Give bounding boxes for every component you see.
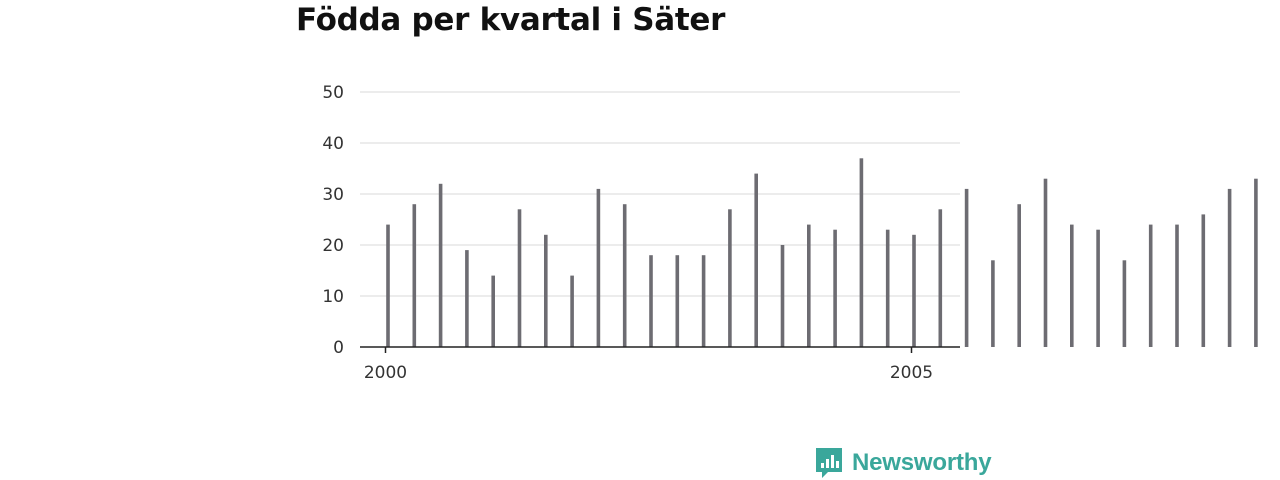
- bar: [412, 204, 417, 347]
- bar: [701, 255, 706, 347]
- y-tick-label: 10: [322, 287, 344, 307]
- x-tick-label: 2005: [890, 363, 933, 383]
- y-tick-label: 30: [322, 185, 344, 205]
- newsworthy-logo: Newsworthy: [814, 446, 992, 480]
- bar: [1096, 229, 1100, 347]
- bar: [833, 229, 837, 347]
- bar: [1122, 260, 1127, 347]
- bar: [386, 224, 390, 347]
- y-axis-ticks: 0 10 20 30 40 50: [322, 83, 344, 358]
- bar-series: [386, 158, 1258, 347]
- bar: [517, 209, 522, 347]
- bar: [465, 250, 469, 347]
- bar: [544, 234, 548, 347]
- bar: [938, 209, 943, 347]
- page-title: Födda per kvartal i Säter: [296, 2, 726, 38]
- bar: [1148, 224, 1153, 347]
- bar: [570, 275, 574, 347]
- y-tick-label: 50: [322, 83, 344, 103]
- grid-lines: [360, 91, 960, 297]
- bar-chart-speech-icon: [816, 448, 842, 478]
- bar: [438, 183, 443, 347]
- y-tick-label: 20: [322, 236, 344, 256]
- y-tick-label: 0: [333, 338, 344, 358]
- bar: [912, 234, 916, 347]
- bar: [728, 209, 732, 347]
- bar: [885, 229, 890, 347]
- bar: [1017, 204, 1021, 347]
- bar: [1227, 188, 1232, 347]
- brand-name: Newsworthy: [852, 449, 992, 476]
- bar: [1201, 214, 1206, 347]
- bar: [859, 158, 864, 347]
- bar: [1254, 178, 1258, 347]
- bar: [675, 255, 680, 347]
- x-tick-label: 2000: [364, 363, 407, 383]
- bar: [649, 255, 653, 347]
- bar: [991, 260, 995, 347]
- bar: [491, 275, 495, 347]
- bar: [780, 245, 785, 347]
- bar: [1175, 224, 1179, 347]
- x-axis-ticks: 200020052010201520202025: [364, 347, 933, 383]
- bar: [964, 188, 969, 347]
- bar: [807, 224, 811, 347]
- bar: [596, 188, 601, 347]
- bar: [754, 173, 758, 347]
- bar: [622, 204, 627, 347]
- bar: [1043, 178, 1048, 347]
- y-tick-label: 40: [322, 134, 344, 154]
- bar: [1070, 224, 1074, 347]
